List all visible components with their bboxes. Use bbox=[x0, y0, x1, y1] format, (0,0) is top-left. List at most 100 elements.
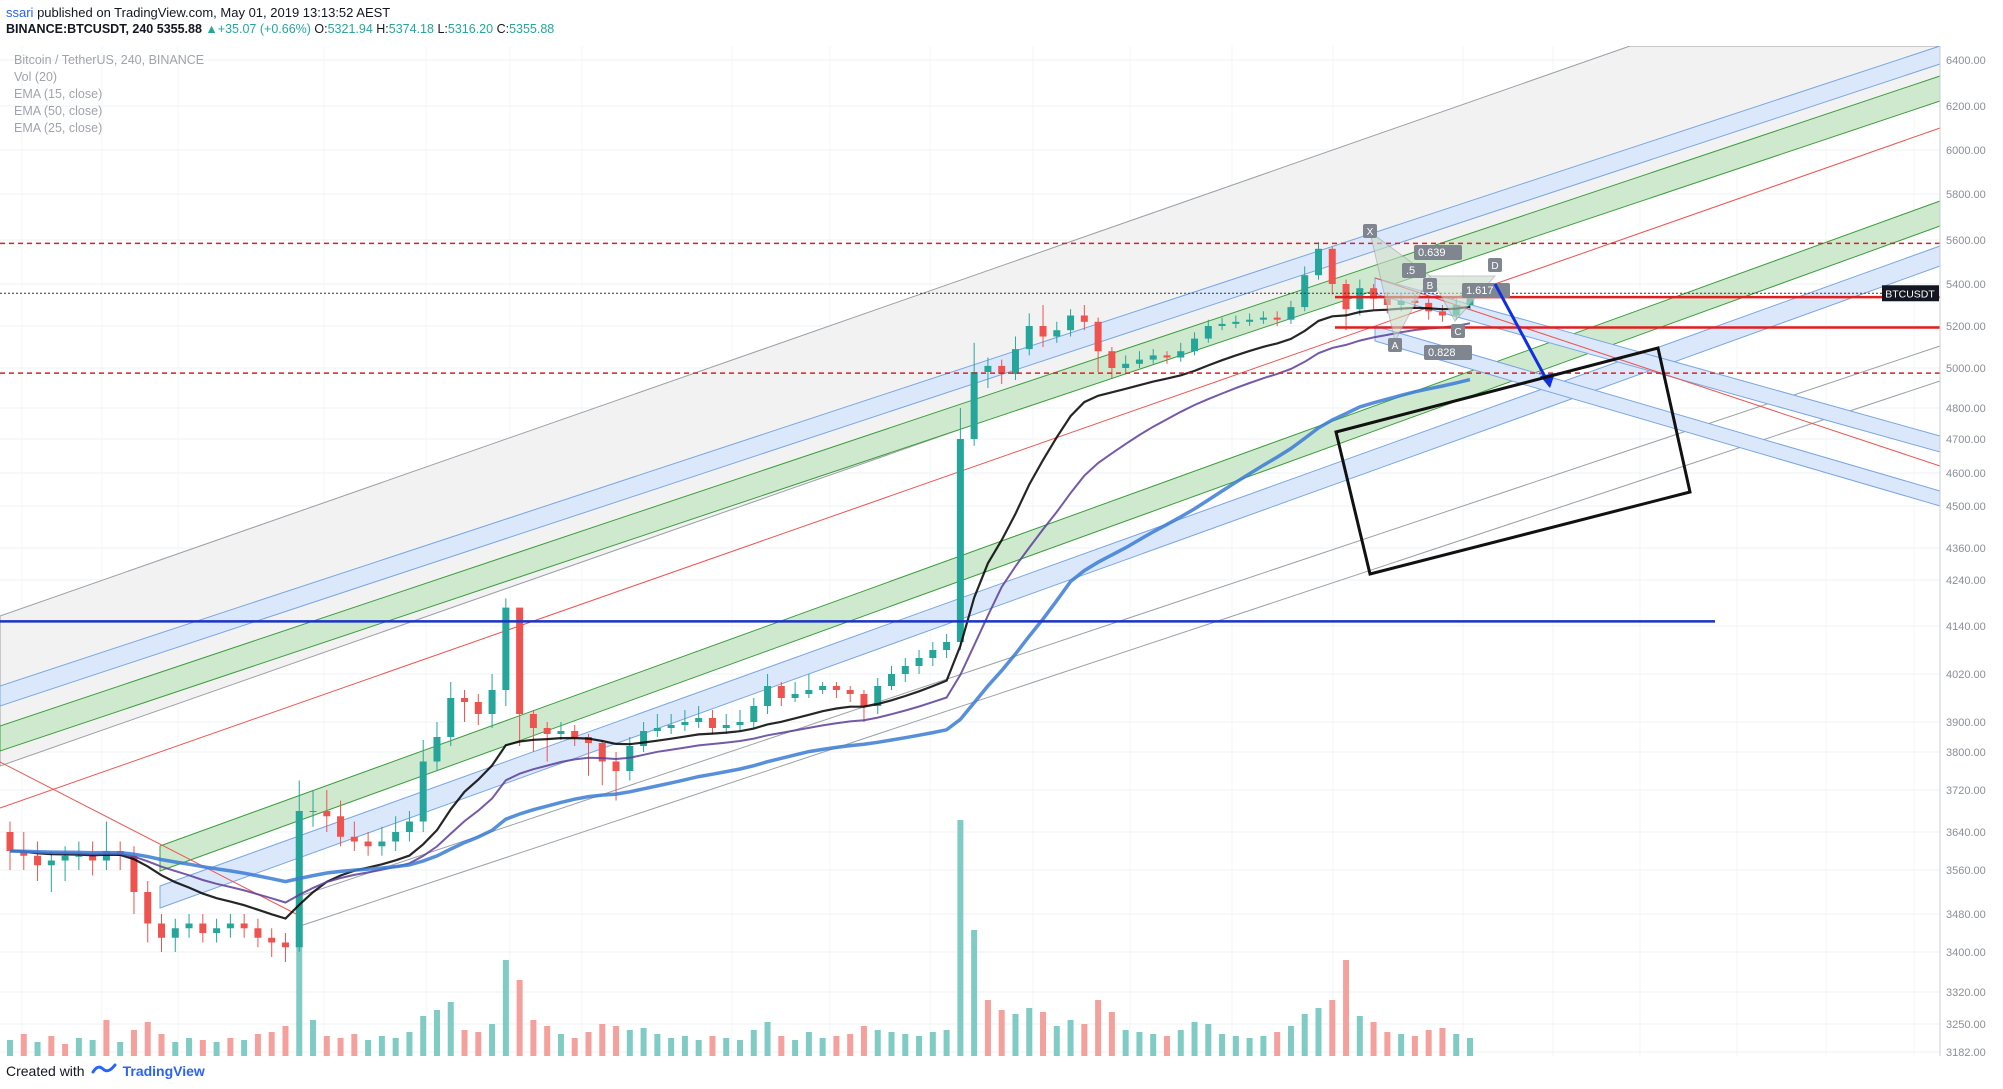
candle bbox=[915, 658, 923, 666]
low-label: L: bbox=[437, 22, 448, 36]
candle bbox=[584, 737, 592, 743]
chart-legend: Bitcoin / TetherUS, 240, BINANCE Vol (20… bbox=[14, 52, 204, 137]
price-tick-label: 3480.00 bbox=[1946, 909, 1986, 921]
candle bbox=[805, 690, 813, 694]
volume-bar bbox=[447, 1002, 454, 1060]
candle bbox=[474, 702, 482, 714]
volume-bar bbox=[778, 1036, 785, 1060]
candle bbox=[392, 832, 400, 842]
candle bbox=[1191, 338, 1199, 352]
volume-bar bbox=[117, 1042, 124, 1060]
price-tick-label: 4500.00 bbox=[1946, 501, 1986, 513]
price-tick-label: 4800.00 bbox=[1946, 403, 1986, 415]
candle bbox=[846, 690, 854, 694]
legend-symbol: Bitcoin / TetherUS, 240, BINANCE bbox=[14, 53, 205, 67]
price-tick-label: 5400.00 bbox=[1946, 279, 1986, 291]
footer-brand[interactable]: TradingView bbox=[122, 1062, 205, 1079]
candle bbox=[736, 722, 744, 725]
volume-bar bbox=[1315, 1008, 1322, 1060]
volume-bar bbox=[1343, 960, 1350, 1060]
volume-bar bbox=[1232, 1036, 1239, 1060]
candle bbox=[130, 855, 138, 892]
publish-line: ssari published on TradingView.com, May … bbox=[6, 4, 1996, 21]
price-tick-label: 5000.00 bbox=[1946, 363, 1986, 375]
volume-bar bbox=[1384, 1032, 1391, 1060]
volume-bar bbox=[48, 1036, 55, 1060]
volume-bar bbox=[406, 1032, 413, 1060]
candle bbox=[529, 714, 537, 728]
candle bbox=[764, 686, 772, 706]
candle bbox=[447, 698, 455, 737]
volume-bar bbox=[916, 1036, 923, 1060]
price-tick-label: 5600.00 bbox=[1946, 235, 1986, 247]
volume-bar bbox=[89, 1040, 96, 1060]
volume-bar bbox=[144, 1022, 151, 1060]
volume-bar bbox=[847, 1034, 854, 1060]
candle bbox=[1273, 317, 1281, 320]
volume-bar bbox=[268, 1032, 275, 1060]
candle bbox=[1259, 317, 1267, 320]
price-tick-label: 6200.00 bbox=[1946, 101, 1986, 113]
candle bbox=[1163, 355, 1171, 358]
volume-bar bbox=[351, 1034, 358, 1060]
candle bbox=[405, 821, 413, 832]
price-tick-label: 4020.00 bbox=[1946, 669, 1986, 681]
volume-bar bbox=[282, 1026, 289, 1060]
last-price: 5355.88 bbox=[156, 22, 202, 36]
pattern-ratio-badge bbox=[1402, 263, 1426, 278]
volume-bar bbox=[516, 980, 523, 1060]
volume-bar bbox=[227, 1038, 234, 1060]
candle bbox=[929, 650, 937, 658]
price-chart[interactable]: 5584.66BTCUSDT5355.885337.755192.694974.… bbox=[0, 45, 2003, 1079]
volume-bar bbox=[585, 1032, 592, 1060]
volume-bar bbox=[254, 1034, 261, 1060]
volume-bar bbox=[1040, 1012, 1047, 1060]
pattern-point-label: C bbox=[1454, 327, 1461, 338]
volume-bar bbox=[1108, 1012, 1115, 1060]
volume-bar bbox=[819, 1038, 826, 1060]
pattern-ratio-label: 1.617 bbox=[1466, 285, 1494, 297]
volume-bar bbox=[530, 1020, 537, 1060]
volume-bar bbox=[1370, 1022, 1377, 1060]
chart-header: ssari published on TradingView.com, May … bbox=[6, 4, 1996, 38]
candle bbox=[612, 761, 620, 771]
volume-bar bbox=[957, 820, 964, 1060]
candle bbox=[199, 923, 207, 933]
volume-bar bbox=[130, 1030, 137, 1060]
close-value: 5355.88 bbox=[509, 22, 555, 36]
volume-bar bbox=[654, 1034, 661, 1060]
volume-bar bbox=[709, 1036, 716, 1060]
price-tick-label: 6400.00 bbox=[1946, 55, 1986, 67]
volume-bar bbox=[929, 1032, 936, 1060]
footer: Created with TradingView bbox=[6, 1062, 205, 1079]
candle bbox=[281, 942, 289, 948]
candle bbox=[89, 855, 97, 861]
candle bbox=[1094, 321, 1102, 352]
candle bbox=[1122, 363, 1130, 368]
candle bbox=[337, 816, 345, 837]
candle bbox=[1356, 288, 1364, 310]
volume-bar bbox=[1177, 1030, 1184, 1060]
price-change: +35.07 (+0.66%) bbox=[217, 22, 311, 36]
pattern-ratio-label: 0.639 bbox=[1418, 247, 1446, 259]
volume-bar bbox=[750, 1030, 757, 1060]
author-link[interactable]: ssari bbox=[6, 5, 34, 20]
price-axis bbox=[1940, 46, 2003, 1056]
volume-bar bbox=[998, 1010, 1005, 1060]
candle bbox=[681, 722, 689, 725]
volume-bar bbox=[571, 1038, 578, 1060]
candle bbox=[158, 923, 166, 938]
candle bbox=[268, 937, 276, 943]
price-tick-label: 3640.00 bbox=[1946, 827, 1986, 839]
volume-bar bbox=[971, 930, 978, 1060]
tradingview-logo-icon[interactable] bbox=[91, 1062, 117, 1079]
chart-area[interactable]: 5584.66BTCUSDT5355.885337.755192.694974.… bbox=[0, 45, 2003, 1079]
pattern-point-label: X bbox=[1367, 227, 1374, 238]
volume-bar bbox=[1301, 1014, 1308, 1060]
volume-bar bbox=[1246, 1038, 1253, 1060]
price-tick-label: 3720.00 bbox=[1946, 785, 1986, 797]
candle bbox=[1314, 248, 1322, 276]
pattern-point-label: A bbox=[1392, 341, 1399, 352]
published-text: published on TradingView.com, May 01, 20… bbox=[37, 5, 391, 20]
candle bbox=[1232, 321, 1240, 324]
